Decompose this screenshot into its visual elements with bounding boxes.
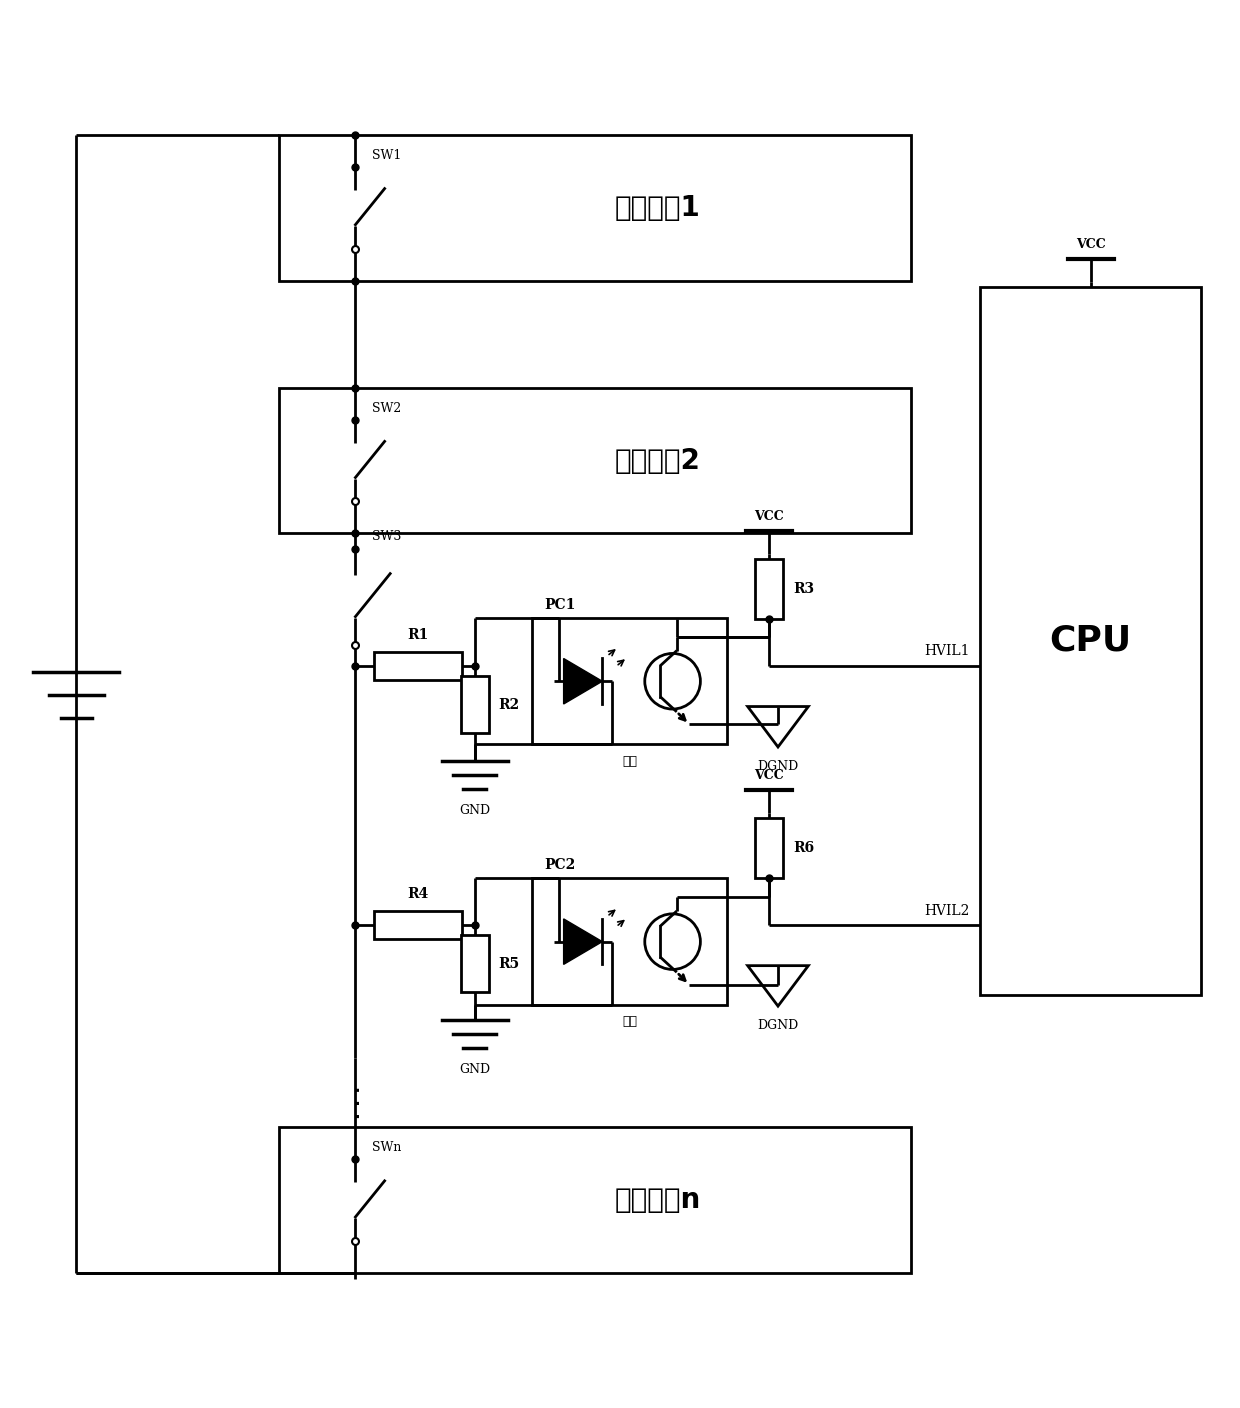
Text: 高压部件n: 高压部件n: [615, 1186, 701, 1214]
Text: DGND: DGND: [758, 760, 799, 773]
Text: HVIL1: HVIL1: [925, 645, 970, 659]
Text: 光耦: 光耦: [622, 1015, 637, 1028]
Bar: [981, 287, 1202, 994]
Bar: [279, 1128, 910, 1273]
Text: GND: GND: [459, 1063, 490, 1076]
Bar: [461, 935, 489, 993]
Text: PC2: PC2: [544, 857, 575, 872]
Bar: [532, 879, 728, 1005]
Bar: [755, 818, 784, 879]
Text: SW3: SW3: [372, 531, 402, 543]
Text: CPU: CPU: [1050, 624, 1132, 658]
Text: 高压部件2: 高压部件2: [615, 446, 701, 474]
Text: R2: R2: [498, 697, 520, 711]
Bar: [461, 676, 489, 734]
Text: PC1: PC1: [544, 598, 575, 611]
Text: R5: R5: [498, 957, 520, 970]
Bar: [532, 618, 728, 745]
Text: R1: R1: [407, 628, 428, 642]
Text: VCC: VCC: [754, 510, 784, 524]
Text: R6: R6: [794, 841, 815, 855]
Text: 光耦: 光耦: [622, 755, 637, 767]
Polygon shape: [564, 659, 603, 704]
Text: SW1: SW1: [372, 149, 402, 162]
Bar: [279, 389, 910, 534]
Bar: [373, 652, 463, 680]
Text: R4: R4: [407, 887, 428, 901]
Text: R3: R3: [794, 582, 815, 596]
Text: SW2: SW2: [372, 401, 402, 415]
Bar: [373, 911, 463, 939]
Bar: [279, 135, 910, 280]
Text: VCC: VCC: [1076, 238, 1106, 252]
Bar: [755, 559, 784, 620]
Text: DGND: DGND: [758, 1019, 799, 1032]
Text: HVIL2: HVIL2: [925, 904, 970, 918]
Text: . . .: . . .: [346, 1086, 363, 1119]
Text: SWn: SWn: [372, 1142, 402, 1155]
Text: VCC: VCC: [754, 769, 784, 783]
Text: 高压部件1: 高压部件1: [615, 194, 701, 222]
Text: GND: GND: [459, 804, 490, 817]
Polygon shape: [564, 919, 603, 964]
